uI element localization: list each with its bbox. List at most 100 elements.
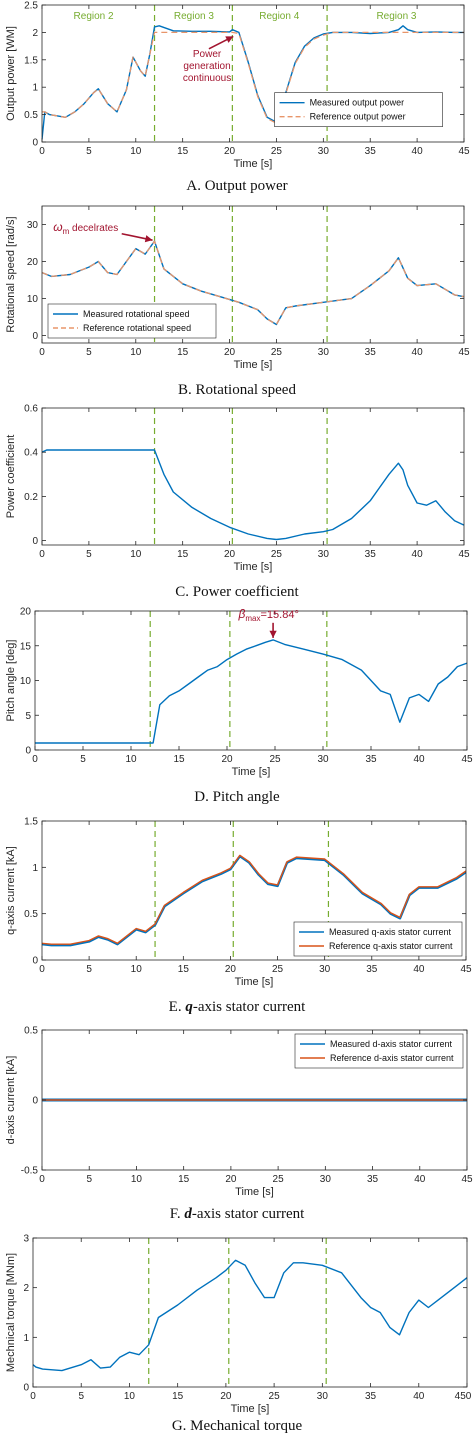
x-tick-label: 30 — [320, 1174, 332, 1185]
x-tick-label: 45 — [460, 964, 472, 975]
region-label: Region 2 — [74, 11, 114, 22]
annotation-suffix: decelrates — [69, 223, 118, 234]
legend-box — [294, 1033, 464, 1069]
y-axis-label: Output power [WM] — [5, 26, 17, 121]
legend-entry: Reference q-axis stator current — [329, 941, 453, 951]
y-tick-label: 15 — [20, 641, 32, 652]
series-line-1 — [33, 1259, 467, 1372]
legend-entry: Measured q-axis stator current — [329, 927, 452, 937]
x-tick-label: 40 — [413, 964, 425, 975]
y-axis-label: Pitch angle [deg] — [5, 640, 17, 722]
series-group — [33, 1259, 467, 1372]
x-tick-label: 40 — [413, 754, 425, 765]
series-group — [35, 639, 467, 744]
legend: Measured d-axis stator current Reference … — [294, 1033, 464, 1069]
chart-panel-1: 0 5 10 15 20 25 30 35 40 45 0 0.5 1 1.5 2 2.5 Time [s] Ou… — [5, 1, 470, 195]
annotation-arrowhead — [144, 235, 153, 243]
x-tick-label: 35 — [365, 146, 377, 157]
x-tick-label: 20 — [224, 146, 236, 157]
series-group — [42, 25, 464, 140]
annotation-arrowhead — [269, 630, 277, 638]
x-tick-label: 5 — [80, 754, 86, 765]
x-tick-label: 5 — [86, 1174, 92, 1185]
y-tick-label: 0 — [32, 956, 38, 967]
chart-caption: G. Mechanical torque — [172, 1418, 303, 1434]
series-group — [42, 854, 466, 947]
chart-panel-2: 0 5 10 15 20 25 30 35 40 45 0 10 20 30 Time [s] Rotatio… — [5, 205, 470, 398]
y-tick-label: 0 — [32, 1096, 38, 1107]
x-tick-label: 0 — [39, 964, 45, 975]
series-line-2 — [42, 240, 464, 326]
y-axis-label: Rotational speed [rad/s] — [5, 216, 17, 332]
chart-panel-7: 0 5 10 15 20 25 30 35 40 450 0 1 2 3 Time [s] Mechnical… — [5, 1234, 472, 1435]
x-tick-label: 5 — [86, 146, 92, 157]
annotation-symbol: ω — [53, 220, 62, 234]
x-tick-label: 30 — [317, 1391, 329, 1402]
x-tick-label: 35 — [366, 964, 378, 975]
legend-box — [293, 921, 463, 957]
region-label: Region 3 — [376, 11, 416, 22]
x-tick-label: 15 — [177, 549, 189, 560]
y-tick-label: 10 — [20, 676, 32, 687]
y-tick-label: 10 — [27, 294, 39, 305]
legend-entry: Reference d-axis stator current — [330, 1053, 454, 1063]
x-tick-label: 25 — [273, 1174, 285, 1185]
annotation-subscript: max — [245, 614, 260, 623]
legend: Measured q-axis stator current Reference … — [293, 921, 463, 957]
x-tick-label: 0 — [39, 1174, 45, 1185]
series-line-1 — [35, 639, 467, 744]
x-tick-label: 35 — [365, 347, 377, 358]
x-tick-label: 10 — [130, 549, 142, 560]
series-line-2 — [42, 854, 466, 945]
y-tick-label: 0 — [23, 1383, 29, 1394]
annotation-text: βmax=15.84° — [238, 607, 299, 623]
y-tick-label: 0.5 — [24, 1026, 38, 1037]
x-tick-label: 35 — [365, 549, 377, 560]
x-tick-label: 35 — [367, 1174, 379, 1185]
plot-area — [35, 611, 467, 750]
y-tick-label: 0.2 — [24, 492, 38, 503]
chart-caption: C. Power coefficient — [175, 584, 299, 600]
region-label: Region 3 — [174, 11, 214, 22]
y-tick-label: 0.5 — [24, 909, 38, 920]
x-axis-label: Time [s] — [234, 359, 273, 371]
x-tick-label: 20 — [220, 1391, 232, 1402]
x-tick-label: 20 — [221, 754, 233, 765]
y-tick-label: 5 — [25, 711, 31, 722]
x-tick-label: 45 — [461, 754, 473, 765]
x-tick-label: 0 — [39, 549, 45, 560]
x-tick-label: 15 — [177, 146, 189, 157]
y-tick-label: 0.6 — [24, 404, 38, 415]
x-tick-label: 20 — [225, 964, 237, 975]
x-tick-label: 25 — [271, 549, 283, 560]
plot-area — [33, 1238, 467, 1387]
x-axis-label: Time [s] — [232, 766, 271, 778]
series-line-1 — [42, 449, 464, 541]
x-tick-label: 30 — [317, 754, 329, 765]
y-tick-label: 20 — [20, 607, 32, 618]
series-group — [42, 240, 464, 326]
chart-caption: E. q-axis stator current — [169, 999, 306, 1015]
x-tick-label: 10 — [125, 754, 137, 765]
x-tick-label: 45 — [458, 549, 470, 560]
y-tick-label: 0 — [25, 746, 31, 757]
annotation-subscript: m — [63, 227, 70, 236]
y-axis-label: Power coefficient — [5, 435, 17, 519]
y-tick-label: 0 — [32, 138, 38, 149]
x-tick-label: 5 — [86, 549, 92, 560]
y-tick-label: 20 — [27, 257, 39, 268]
y-tick-label: 30 — [27, 220, 39, 231]
x-tick-label: 30 — [318, 549, 330, 560]
x-tick-label: 40 — [413, 1391, 425, 1402]
x-tick-label: 25 — [269, 754, 281, 765]
x-tick-label: 15 — [172, 1391, 184, 1402]
legend-entry: Reference rotational speed — [83, 323, 191, 333]
x-tick-label: 0 — [32, 754, 38, 765]
chart-caption: F. d-axis stator current — [170, 1206, 305, 1222]
x-tick-label: 40 — [412, 146, 424, 157]
y-tick-label: 0.5 — [24, 110, 38, 121]
region-label: Region 4 — [259, 11, 299, 22]
x-tick-label: 45 — [461, 1174, 473, 1185]
